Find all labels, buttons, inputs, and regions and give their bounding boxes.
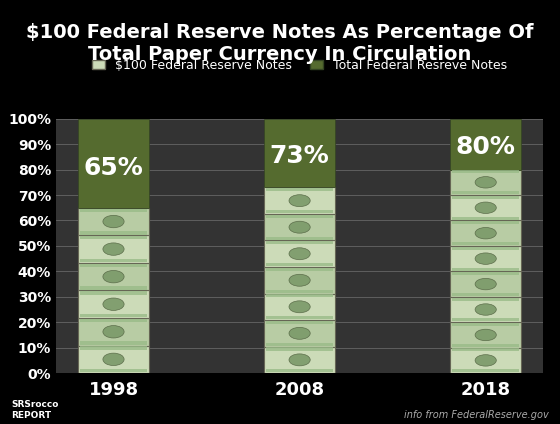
Bar [78, 318, 149, 346]
Bar [452, 298, 519, 301]
Bar [78, 346, 149, 373]
Ellipse shape [103, 215, 124, 228]
Ellipse shape [289, 354, 310, 366]
Bar [450, 170, 521, 195]
Bar [266, 294, 333, 298]
Bar [266, 215, 333, 218]
Bar [452, 247, 519, 250]
Bar [80, 369, 147, 372]
Ellipse shape [289, 195, 310, 206]
Bar [264, 187, 335, 214]
Ellipse shape [103, 353, 124, 365]
Bar [266, 316, 333, 319]
Bar [80, 314, 147, 317]
Bar [452, 344, 519, 347]
Bar [452, 170, 519, 173]
Bar [264, 293, 335, 320]
Bar [450, 195, 521, 220]
Ellipse shape [289, 327, 310, 339]
Text: info from FederalReserve.gov: info from FederalReserve.gov [404, 410, 549, 420]
Bar [266, 268, 333, 271]
Bar [452, 318, 519, 321]
Text: SRSrocco
REPORT: SRSrocco REPORT [11, 400, 59, 420]
Bar [80, 209, 147, 212]
Bar [264, 267, 335, 293]
Bar [450, 348, 521, 373]
Bar [78, 208, 149, 235]
Ellipse shape [475, 202, 496, 213]
Ellipse shape [103, 243, 124, 255]
Ellipse shape [103, 271, 124, 283]
Bar [80, 319, 147, 322]
Bar [266, 188, 333, 191]
Bar [450, 322, 521, 348]
Bar [266, 237, 333, 240]
Bar [450, 271, 521, 297]
Bar [452, 221, 519, 224]
Bar [450, 246, 521, 271]
Bar [80, 259, 147, 262]
Bar [450, 297, 521, 322]
Bar [78, 290, 149, 318]
Text: 65%: 65% [83, 156, 143, 180]
Bar [264, 119, 335, 187]
Bar [266, 210, 333, 213]
Bar [452, 323, 519, 326]
Bar [80, 231, 147, 234]
Bar [78, 235, 149, 263]
Ellipse shape [475, 253, 496, 265]
Bar [266, 263, 333, 266]
Bar [452, 293, 519, 296]
Bar [264, 320, 335, 346]
Bar [80, 264, 147, 267]
Bar [78, 119, 149, 208]
Bar [80, 291, 147, 295]
Text: 80%: 80% [456, 135, 516, 159]
Bar [452, 242, 519, 245]
Ellipse shape [475, 279, 496, 290]
Ellipse shape [475, 329, 496, 341]
Bar [266, 241, 333, 244]
Ellipse shape [103, 298, 124, 310]
Ellipse shape [475, 176, 496, 188]
Bar [266, 347, 333, 351]
Bar [450, 220, 521, 246]
Legend: $100 Federal Reserve Notes, Total Federal Resreve Notes: $100 Federal Reserve Notes, Total Federa… [87, 54, 512, 77]
Bar [264, 240, 335, 267]
Bar [80, 286, 147, 290]
Ellipse shape [289, 221, 310, 233]
Bar [266, 321, 333, 324]
Bar [266, 369, 333, 372]
Text: 73%: 73% [270, 145, 329, 168]
Bar [452, 196, 519, 199]
Bar [264, 214, 335, 240]
Ellipse shape [475, 354, 496, 366]
Bar [80, 236, 147, 240]
Ellipse shape [289, 301, 310, 313]
Bar [266, 290, 333, 293]
Ellipse shape [475, 304, 496, 315]
Bar [78, 263, 149, 290]
Bar [266, 343, 333, 346]
Bar [452, 191, 519, 194]
Bar [452, 268, 519, 271]
Ellipse shape [289, 248, 310, 260]
Bar [80, 346, 147, 350]
Ellipse shape [475, 227, 496, 239]
Bar [452, 272, 519, 275]
Bar [264, 346, 335, 373]
Ellipse shape [103, 326, 124, 338]
Ellipse shape [289, 274, 310, 286]
Text: $100 Federal Reserve Notes As Percentage Of
Total Paper Currency In Circulation: $100 Federal Reserve Notes As Percentage… [26, 23, 534, 64]
Bar [452, 217, 519, 220]
Bar [80, 341, 147, 345]
Bar [450, 119, 521, 170]
Bar [452, 349, 519, 351]
Bar [452, 369, 519, 372]
